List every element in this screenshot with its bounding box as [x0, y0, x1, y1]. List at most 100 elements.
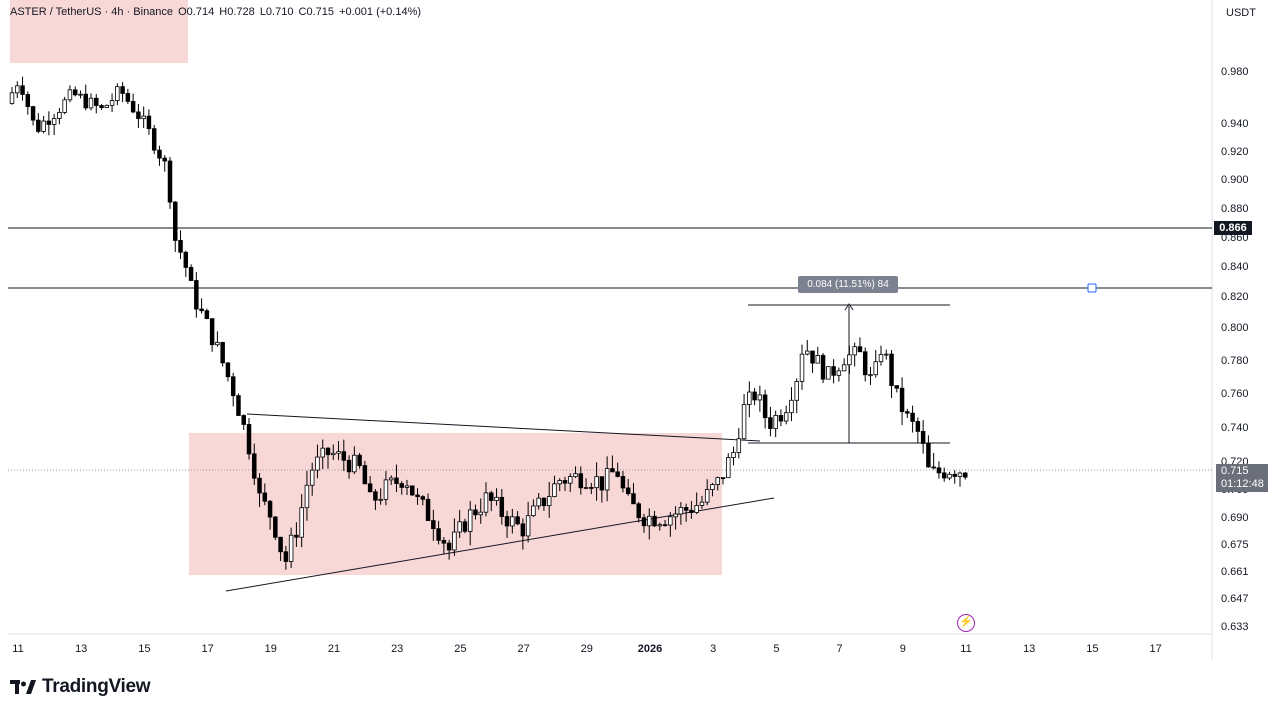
candle-body: [810, 350, 815, 364]
candle-body: [778, 415, 784, 422]
low-value: L0.710: [259, 6, 294, 18]
candle-body: [562, 480, 568, 484]
symbol-label: ASTER / TetherUS · 4h · Binance: [10, 6, 174, 18]
candle-body: [931, 466, 936, 469]
candle-body: [452, 531, 457, 551]
candle-body: [309, 469, 315, 486]
candle-body: [431, 520, 436, 530]
candle-body: [51, 118, 57, 125]
candle-body: [641, 517, 647, 527]
candle-body: [720, 477, 726, 480]
candle-body: [457, 521, 462, 533]
candle-body: [668, 516, 673, 526]
candle-body: [789, 399, 794, 414]
candle-body: [441, 539, 447, 544]
candle-body: [963, 472, 968, 478]
candle-body: [357, 454, 362, 466]
candle-body: [852, 346, 857, 356]
candle-body: [325, 447, 331, 456]
candle-body: [583, 487, 589, 489]
price-tick-label: 0.980: [1221, 66, 1249, 78]
current-price-badge: 0.715 01:12:48: [1216, 464, 1268, 492]
price-tick-label: 0.880: [1221, 203, 1249, 215]
candle-body: [889, 353, 894, 386]
candle-body: [625, 487, 631, 495]
candle-body: [446, 542, 452, 551]
flash-icon[interactable]: ⚡: [957, 614, 975, 632]
price-tick-label: 0.760: [1221, 388, 1249, 400]
candle-body: [41, 120, 46, 132]
tradingview-logo[interactable]: TradingView: [10, 676, 151, 698]
candle-body: [799, 353, 805, 382]
symbol-legend: ASTER / TetherUS · 4h · Binance O0.714 H…: [10, 6, 423, 18]
candle-body: [847, 354, 852, 366]
candle-body: [878, 354, 884, 363]
candle-body: [820, 355, 826, 380]
candle-body: [652, 515, 657, 527]
price-tick-label: 0.920: [1221, 146, 1249, 158]
time-tick-label: 15: [138, 643, 150, 655]
candle-body: [341, 451, 347, 461]
candle-body: [415, 494, 420, 498]
candle-body: [262, 492, 268, 502]
candle-body: [230, 376, 236, 397]
candle-body: [520, 523, 526, 537]
candle-body: [736, 438, 742, 453]
candle-body: [204, 310, 210, 320]
close-value: C0.715: [298, 6, 335, 18]
candle-body: [568, 476, 573, 484]
price-tick-label: 0.860: [1221, 232, 1249, 244]
price-tick-label: 0.900: [1221, 174, 1249, 186]
candle-body: [620, 476, 626, 489]
candle-body: [367, 483, 373, 493]
price-tick-label: 0.940: [1221, 118, 1249, 130]
candle-body: [336, 451, 341, 454]
candle-body: [383, 479, 389, 500]
candle-body: [257, 477, 262, 494]
descending-trendline: [246, 413, 761, 442]
candle-body: [399, 483, 404, 488]
level-price-badge: 0.866: [1214, 221, 1252, 235]
candle-body: [578, 473, 584, 489]
measure-label[interactable]: 0.084 (11.51%) 84: [798, 276, 898, 293]
candle-body: [125, 93, 131, 102]
time-tick-label: 17: [1149, 643, 1161, 655]
time-tick-label: 13: [75, 643, 87, 655]
candle-body: [99, 105, 104, 109]
candle-body: [146, 115, 152, 130]
candle-body: [25, 94, 31, 108]
candle-body: [815, 355, 821, 364]
candle-body: [499, 496, 505, 517]
candle-body: [678, 507, 684, 515]
candle-body: [915, 421, 921, 432]
candle-body: [294, 534, 299, 538]
candle-body: [62, 99, 67, 113]
candle-body: [425, 498, 431, 521]
candle-body: [352, 454, 357, 473]
candle-body: [394, 477, 399, 484]
price-tick-label: 0.647: [1221, 593, 1249, 605]
candle-body: [631, 493, 636, 505]
candle-body: [9, 92, 15, 104]
candle-body: [905, 411, 910, 414]
candle-body: [104, 104, 110, 109]
candle-body: [884, 353, 889, 356]
candle-body: [873, 361, 878, 376]
candle-body: [473, 509, 478, 516]
candle-body: [278, 536, 283, 553]
candle-body: [662, 524, 668, 527]
level-handle: [1087, 283, 1097, 293]
time-tick-label: 3: [710, 643, 716, 655]
candle-body: [225, 362, 231, 378]
candle-body: [494, 496, 499, 501]
candle-body: [836, 370, 842, 376]
currency-unit[interactable]: USDT: [1226, 7, 1256, 19]
time-tick-label: 11: [960, 643, 971, 655]
time-tick-label: 2026: [638, 643, 662, 655]
candle-body: [689, 509, 694, 513]
candle-body: [920, 431, 926, 444]
candle-body: [841, 364, 847, 372]
price-tick-label: 0.690: [1221, 512, 1249, 524]
